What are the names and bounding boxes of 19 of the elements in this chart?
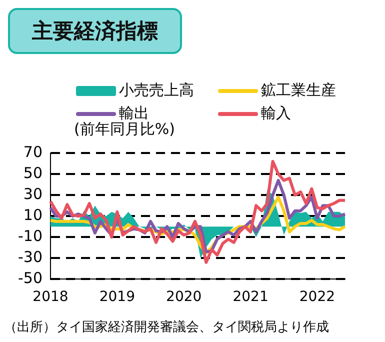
chart-title: 主要経済指標 [32, 18, 158, 45]
x-tick-label: 2019 [99, 289, 135, 306]
x-tick-label: 2020 [166, 289, 202, 306]
y-tick-label: 30 [23, 184, 42, 203]
y-tick-label: -50 [18, 269, 42, 288]
legend-label: 鉱工業生産 [261, 81, 336, 100]
legend-label: 小売売上高 [119, 81, 194, 100]
y-tick-label: 70 [23, 142, 42, 161]
legend-label: 輸出 [119, 104, 149, 122]
legend-label: 輸入 [261, 104, 291, 123]
x-tick-label: 2018 [32, 289, 68, 306]
y-tick-label: -30 [18, 248, 42, 266]
y-tick-label: 10 [23, 206, 42, 224]
text: （出所）タイ国家経済開発審議会、タイ関税局より作成 [4, 319, 329, 336]
x-tick-label: 2022 [299, 289, 336, 306]
y-tick-label: 50 [23, 164, 42, 182]
x-tick-label: 2021 [232, 289, 268, 306]
y-tick-label: -10 [18, 227, 42, 246]
y-axis-title: (前年同月比%) [74, 120, 175, 139]
